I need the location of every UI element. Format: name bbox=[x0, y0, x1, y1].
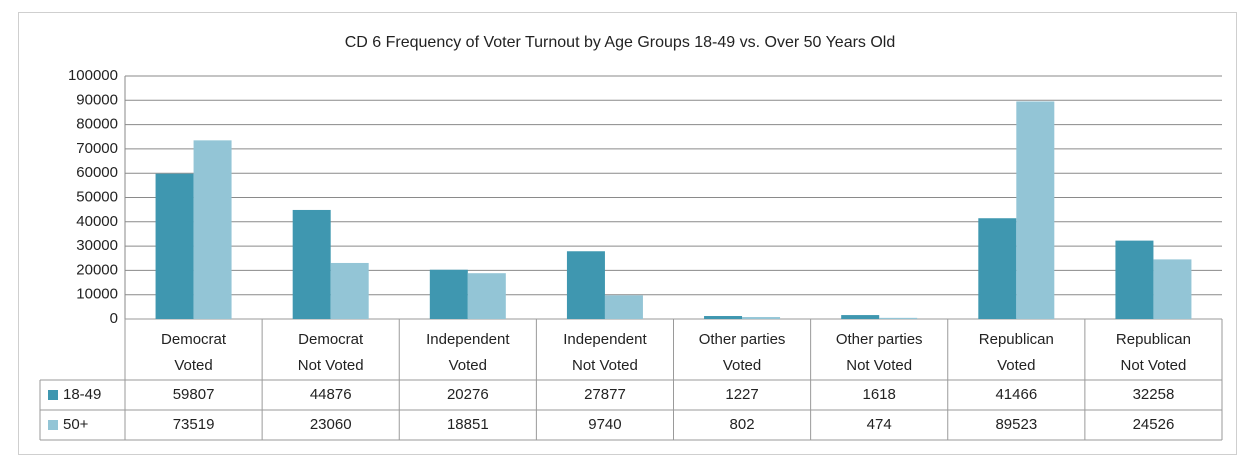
table-value: 18851 bbox=[447, 416, 489, 433]
x-tick-label: Not Voted bbox=[846, 357, 912, 374]
table-value: 32258 bbox=[1133, 386, 1175, 403]
bar bbox=[429, 269, 468, 319]
table-value: 27877 bbox=[584, 386, 626, 403]
x-tick-label: Democrat bbox=[161, 331, 227, 348]
table-value: 41466 bbox=[995, 386, 1037, 403]
y-tick-label: 90000 bbox=[76, 91, 118, 108]
bar bbox=[1153, 259, 1192, 319]
bar bbox=[155, 173, 194, 319]
x-tick-label: Democrat bbox=[298, 331, 364, 348]
table-value: 474 bbox=[867, 416, 892, 433]
bar bbox=[1115, 240, 1154, 319]
y-tick-label: 100000 bbox=[68, 67, 118, 84]
table-value: 23060 bbox=[310, 416, 352, 433]
x-tick-label: Independent bbox=[426, 331, 510, 348]
table-value: 802 bbox=[730, 416, 755, 433]
bar bbox=[841, 315, 880, 319]
table-value: 1227 bbox=[725, 386, 758, 403]
table-value: 20276 bbox=[447, 386, 489, 403]
bar bbox=[193, 140, 232, 319]
legend-label: 18-49 bbox=[63, 386, 101, 403]
x-tick-label: Voted bbox=[449, 357, 487, 374]
bar bbox=[879, 317, 918, 319]
bar bbox=[604, 295, 643, 319]
table-value: 89523 bbox=[995, 416, 1037, 433]
x-tick-label: Independent bbox=[563, 331, 647, 348]
bar bbox=[742, 317, 781, 319]
y-tick-label: 70000 bbox=[76, 140, 118, 157]
bar bbox=[292, 209, 331, 319]
y-tick-label: 40000 bbox=[76, 213, 118, 230]
x-tick-label: Voted bbox=[723, 357, 761, 374]
table-value: 9740 bbox=[588, 416, 621, 433]
x-tick-label: Not Voted bbox=[298, 357, 364, 374]
y-tick-label: 60000 bbox=[76, 164, 118, 181]
x-tick-label: Voted bbox=[174, 357, 212, 374]
table-value: 59807 bbox=[173, 386, 215, 403]
x-tick-label: Not Voted bbox=[1120, 357, 1186, 374]
chart-title: CD 6 Frequency of Voter Turnout by Age G… bbox=[345, 34, 896, 51]
x-tick-label: Republican bbox=[1116, 331, 1191, 348]
x-tick-label: Republican bbox=[979, 331, 1054, 348]
x-tick-label: Other parties bbox=[699, 331, 786, 348]
y-tick-label: 20000 bbox=[76, 261, 118, 278]
x-tick-label: Not Voted bbox=[572, 357, 638, 374]
bar bbox=[978, 218, 1017, 319]
bar bbox=[704, 316, 743, 319]
table-value: 24526 bbox=[1133, 416, 1175, 433]
legend-label: 50+ bbox=[63, 416, 89, 433]
legend-swatch bbox=[48, 390, 58, 400]
bar bbox=[1016, 101, 1055, 319]
table-value: 73519 bbox=[173, 416, 215, 433]
x-tick-label: Voted bbox=[997, 357, 1035, 374]
y-tick-label: 0 bbox=[110, 310, 118, 327]
y-tick-label: 50000 bbox=[76, 188, 118, 205]
bar bbox=[566, 251, 605, 319]
legend-swatch bbox=[48, 420, 58, 430]
bar bbox=[330, 262, 369, 319]
x-tick-label: Other parties bbox=[836, 331, 923, 348]
table-value: 1618 bbox=[863, 386, 896, 403]
y-tick-label: 30000 bbox=[76, 237, 118, 254]
bar bbox=[467, 273, 506, 319]
y-tick-label: 80000 bbox=[76, 116, 118, 133]
y-tick-label: 10000 bbox=[76, 286, 118, 303]
table-value: 44876 bbox=[310, 386, 352, 403]
